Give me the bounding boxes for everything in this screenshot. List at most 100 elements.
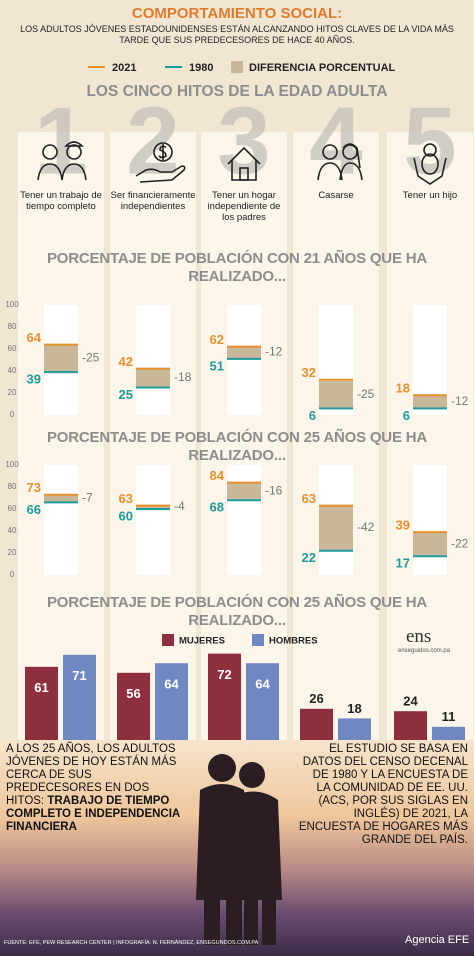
difference-label: -12 — [265, 344, 283, 358]
bar — [63, 654, 96, 740]
column — [18, 132, 104, 740]
column — [201, 132, 287, 740]
y-tick-label: 40 — [8, 526, 17, 535]
column — [293, 132, 379, 740]
value-label: 18 — [396, 381, 410, 396]
footer-source: FUENTE: EFE, PEW RESEARCH CENTER | INFOG… — [4, 940, 259, 946]
value-label: 56 — [126, 686, 140, 701]
value-label: 63 — [302, 491, 316, 506]
legend-swatch — [231, 61, 243, 73]
value-label: 22 — [302, 550, 316, 565]
milestone-label: Tener un hijo — [402, 190, 458, 201]
y-tick-label: 0 — [10, 410, 15, 419]
chart-title: PORCENTAJE DE POBLACIÓN CON 25 AÑOS QUE … — [47, 594, 427, 629]
milestone-label: Casarse — [318, 190, 354, 201]
difference-bar — [44, 344, 78, 373]
value-label: 17 — [396, 556, 410, 571]
subtitle: LOS ADULTOS JÓVENES ESTADOUNIDENSES ESTÁ… — [20, 24, 454, 45]
difference-label: -4 — [174, 499, 185, 513]
value-label: 84 — [210, 468, 225, 483]
milestone-number: 4 — [309, 87, 362, 194]
bar-track — [136, 465, 170, 575]
value-label: 64 — [255, 677, 270, 692]
value-label: 64 — [27, 330, 42, 345]
bar — [246, 663, 279, 740]
difference-bar — [319, 504, 353, 551]
chart-title: PORCENTAJE DE POBLACIÓN CON 21 AÑOS QUE … — [47, 250, 427, 285]
value-label: 60 — [119, 508, 133, 523]
difference-label: -18 — [174, 370, 192, 384]
note-text: A LOS 25 AÑOS, LOS ADULTOS JÓVENES DE HO… — [6, 743, 177, 807]
difference-bar — [136, 504, 170, 509]
value-label: 26 — [309, 691, 323, 706]
bar — [155, 663, 188, 740]
brand-name: ens — [406, 626, 432, 647]
value-label: 25 — [119, 387, 133, 402]
value-label: 73 — [27, 480, 41, 495]
difference-label: -12 — [451, 394, 469, 408]
y-tick-label: 100 — [5, 460, 19, 469]
difference-label: -16 — [265, 484, 283, 498]
value-label: 32 — [302, 365, 316, 380]
value-label: 39 — [27, 372, 41, 387]
difference-label: -42 — [357, 520, 375, 534]
difference-bar — [44, 494, 78, 503]
note-right: EL ESTUDIO SE BASA EN DATOS DEL CENSO DE… — [298, 743, 468, 846]
bar — [25, 666, 58, 740]
value-label: 18 — [347, 701, 361, 716]
y-tick-label: 100 — [5, 300, 19, 309]
bar — [394, 711, 427, 740]
icons — [37, 141, 447, 185]
difference-bar — [227, 482, 261, 501]
bar-track — [44, 465, 78, 575]
value-label: 11 — [442, 709, 456, 724]
y-tick-label: 40 — [8, 366, 17, 375]
milestone-number: 5 — [403, 87, 456, 194]
legend-swatch — [162, 634, 174, 646]
value-label: 62 — [210, 332, 224, 347]
bar — [338, 718, 371, 740]
column — [387, 132, 473, 740]
y-tick-label: 20 — [8, 388, 17, 397]
legend-label: 1980 — [189, 62, 213, 74]
chart-title: PORCENTAJE DE POBLACIÓN CON 25 AÑOS QUE … — [47, 429, 427, 464]
difference-bar — [227, 345, 261, 359]
legend-label: MUJERES — [179, 636, 225, 647]
value-label: 39 — [396, 518, 410, 533]
legend-swatch — [252, 634, 264, 646]
y-tick-label: 60 — [8, 504, 17, 513]
legend-label: 2021 — [112, 62, 136, 74]
bar — [117, 672, 150, 740]
value-label: 51 — [210, 358, 224, 373]
bar — [432, 726, 465, 740]
title: COMPORTAMIENTO SOCIAL: — [131, 5, 343, 22]
legend-label: DIFERENCIA PORCENTUAL — [249, 62, 396, 74]
y-tick-label: 20 — [8, 548, 17, 557]
bar — [208, 653, 241, 740]
milestone-number: 3 — [217, 87, 270, 194]
section-title: LOS CINCO HITOS DE LA EDAD ADULTA — [86, 83, 388, 100]
bar — [300, 708, 333, 740]
bar-track — [136, 305, 170, 415]
value-label: 6 — [403, 408, 410, 423]
difference-label: -22 — [451, 536, 469, 550]
y-tick-label: 80 — [8, 482, 17, 491]
value-label: 6 — [309, 408, 316, 423]
bar-track — [227, 305, 261, 415]
footer-credit: Agencia EFE — [405, 934, 470, 946]
value-label: 63 — [119, 491, 133, 506]
bar-track — [227, 465, 261, 575]
value-label: 72 — [217, 667, 231, 682]
note-bold: TRABAJO DE TIEMPO COMPLETO E INDEPENDENC… — [6, 795, 180, 833]
value-label: 24 — [403, 694, 418, 709]
value-label: 64 — [164, 677, 179, 692]
milestone-label: Ser financieramente independientes — [110, 190, 196, 212]
difference-bar — [319, 380, 353, 409]
note-left: A LOS 25 AÑOS, LOS ADULTOS JÓVENES DE HO… — [6, 743, 184, 834]
bar-track — [413, 465, 447, 575]
brand-url: enseguidos.com.pa — [398, 648, 451, 654]
y-tick-label: 0 — [10, 570, 15, 579]
column — [110, 132, 196, 740]
